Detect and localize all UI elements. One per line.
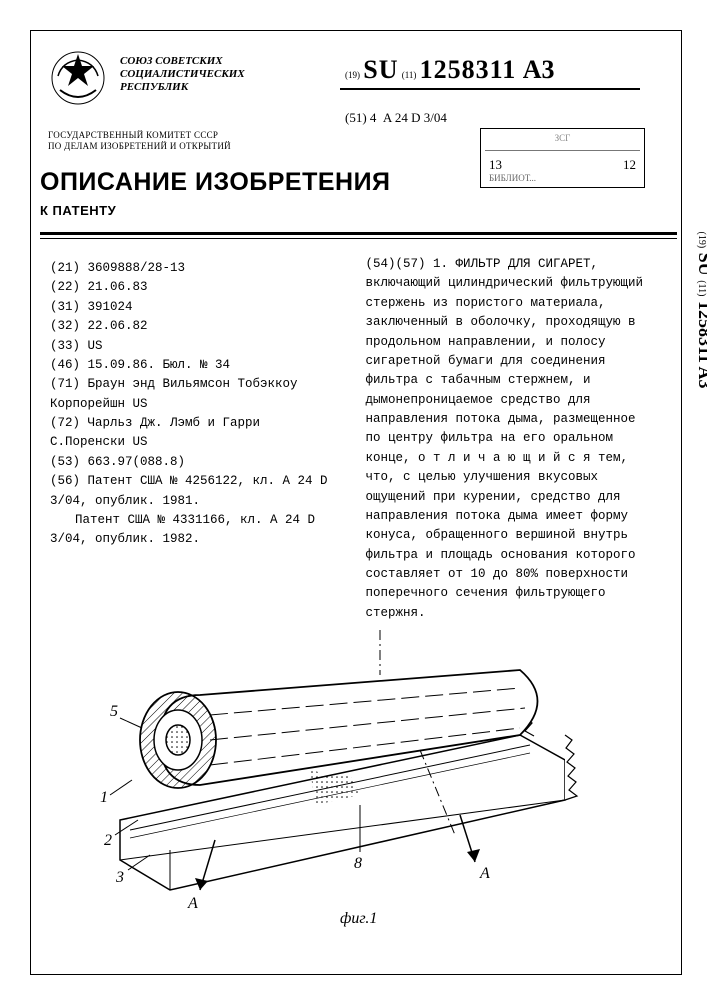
callout-A2: A bbox=[479, 865, 490, 882]
field-53: (53) 663.97(088.8) bbox=[50, 453, 342, 472]
callout-8: 8 bbox=[354, 855, 362, 872]
title-block: ОПИСАНИЕ ИЗОБРЕТЕНИЯ К ПАТЕНТУ bbox=[40, 168, 677, 218]
callout-3: 3 bbox=[115, 869, 124, 886]
abstract-body: включающий цилиндрический фильтрующий ст… bbox=[366, 276, 644, 619]
field-71: (71) Браун энд Вильямсон Тобэккоу Корпор… bbox=[50, 375, 342, 414]
figure-label: фиг.1 bbox=[340, 910, 377, 928]
divider-thin bbox=[40, 238, 677, 239]
divider-thick bbox=[40, 232, 677, 235]
field-33: (33) US bbox=[50, 337, 342, 356]
callout-A1: A bbox=[187, 895, 198, 912]
field-56b: Патент США № 4331166, кл. A 24 D 3/04, о… bbox=[50, 511, 342, 550]
field-46: (46) 15.09.86. Бюл. № 34 bbox=[50, 356, 342, 375]
callout-5: 5 bbox=[110, 703, 118, 720]
side-marginal-number: (19) SU (11) 1258311 A3 bbox=[694, 180, 707, 440]
ipc-classification: (51) 4 A 24 D 3/04 bbox=[345, 110, 447, 126]
field-72: (72) Чарльз Дж. Лэмб и Гарри С.Поренски … bbox=[50, 414, 342, 453]
field-21: (21) 3609888/28-13 bbox=[50, 259, 342, 278]
abstract-title: (54)(57) 1. ФИЛЬТР ДЛЯ СИГАРЕТ, bbox=[366, 257, 599, 271]
stamp-top: ЗСГ bbox=[485, 133, 640, 151]
document-subtitle: К ПАТЕНТУ bbox=[40, 203, 677, 218]
callout-2: 2 bbox=[104, 832, 112, 849]
callout-1: 1 bbox=[100, 789, 108, 806]
committee-label: ГОСУДАРСТВЕННЫЙ КОМИТЕТ СССР ПО ДЕЛАМ ИЗ… bbox=[48, 130, 231, 152]
publication-underline bbox=[340, 88, 640, 90]
field-22: (22) 21.06.83 bbox=[50, 278, 342, 297]
document-title: ОПИСАНИЕ ИЗОБРЕТЕНИЯ bbox=[40, 168, 677, 197]
union-label: СОЮЗ СОВЕТСКИХ СОЦИАЛИСТИЧЕСКИХ РЕСПУБЛИ… bbox=[120, 55, 245, 95]
figure-svg: 5 1 2 3 8 A A bbox=[60, 620, 620, 920]
ussr-emblem-icon bbox=[48, 48, 108, 108]
field-31: (31) 391024 bbox=[50, 298, 342, 317]
publication-number: (19) SU (11) 1258311 A3 bbox=[345, 55, 555, 85]
field-56a: (56) Патент США № 4256122, кл. A 24 D 3/… bbox=[50, 472, 342, 511]
field-32: (32) 22.06.82 bbox=[50, 317, 342, 336]
figure-1: 5 1 2 3 8 A A фиг.1 bbox=[60, 620, 620, 940]
